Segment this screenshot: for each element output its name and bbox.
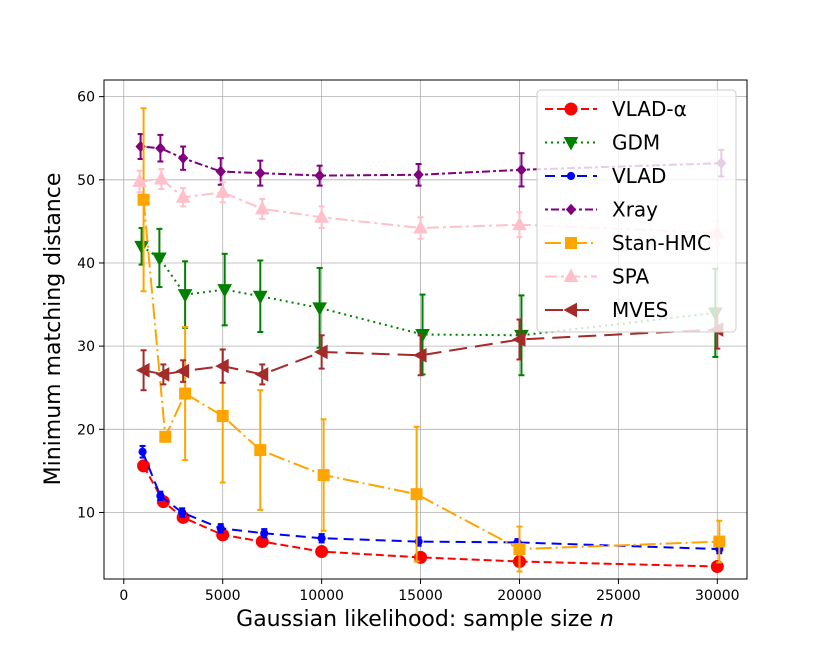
- x-tick-label: 10000: [299, 588, 344, 604]
- series-4: [137, 107, 726, 573]
- data-point: [177, 289, 193, 303]
- x-tick-label: 5000: [205, 588, 241, 604]
- x-axis-label-variable: n: [600, 607, 614, 632]
- y-tick-label: 30: [77, 339, 95, 355]
- legend-label: SPA: [612, 265, 649, 289]
- data-point: [137, 459, 151, 473]
- data-point: [215, 358, 229, 374]
- legend-label: GDM: [612, 131, 660, 155]
- legend-label: VLAD-α: [612, 97, 687, 121]
- legend-item: GDM: [545, 131, 660, 155]
- y-tick-label: 40: [77, 256, 95, 272]
- data-point: [410, 488, 423, 501]
- series-line: [141, 245, 716, 337]
- y-tick-label: 20: [77, 422, 95, 438]
- data-point: [254, 367, 269, 382]
- series-0: [137, 459, 724, 574]
- data-point: [512, 216, 527, 231]
- data-point: [177, 152, 189, 164]
- data-point: [216, 524, 225, 533]
- data-point: [314, 344, 328, 360]
- x-tick-label: 15000: [398, 588, 443, 604]
- legend-label: Stan-HMC: [612, 231, 711, 255]
- data-point: [710, 560, 724, 574]
- data-point: [217, 284, 233, 298]
- legend-label: VLAD: [612, 164, 666, 188]
- data-point: [713, 535, 726, 548]
- data-point: [175, 189, 191, 203]
- legend-marker: [563, 268, 579, 282]
- data-point: [413, 219, 428, 234]
- data-point: [255, 167, 266, 179]
- legend-label: Xray: [612, 198, 658, 222]
- legend-label: MVES: [612, 298, 668, 322]
- ticks: 0 5000 10000 15000 20000 25000 30000 10 20 30 40 50…: [77, 90, 739, 604]
- data-point: [156, 491, 165, 500]
- data-point: [154, 170, 169, 185]
- legend-marker: [563, 302, 577, 318]
- legend-marker: [565, 203, 577, 216]
- data-point: [317, 469, 330, 482]
- data-point: [134, 240, 149, 255]
- series-2: [138, 444, 724, 555]
- data-point: [179, 387, 192, 400]
- legend-item: VLAD: [545, 164, 666, 188]
- data-point: [252, 290, 268, 305]
- plot-frame: [103, 79, 748, 580]
- data-point: [260, 529, 269, 538]
- y-tick-label: 50: [77, 173, 95, 189]
- series-3: [135, 133, 727, 188]
- y-tick-label: 60: [77, 90, 95, 106]
- data-point: [132, 173, 147, 187]
- data-point: [136, 362, 150, 378]
- x-tick-label: 30000: [695, 588, 740, 604]
- x-axis-label-text: Gaussian likelihood: sample size: [236, 607, 600, 632]
- data-point: [511, 332, 526, 347]
- data-point: [413, 347, 427, 363]
- data-point: [315, 545, 329, 559]
- legend-marker: [564, 102, 578, 116]
- legend-marker: [563, 137, 579, 151]
- legend-item: MVES: [545, 298, 668, 322]
- data-point: [513, 543, 526, 556]
- y-tick-label: 10: [77, 505, 95, 521]
- data-point: [413, 169, 424, 181]
- legend-item: SPA: [545, 265, 649, 289]
- legend-marker: [565, 237, 577, 249]
- data-point: [314, 169, 325, 182]
- data-point: [138, 447, 147, 456]
- data-point: [314, 209, 329, 223]
- y-axis-label: Minimum matching distance: [41, 173, 66, 486]
- legend: VLAD-α GDM VLAD Xray Stan-HMC SPA MVES: [536, 89, 737, 333]
- x-tick-label: 25000: [596, 588, 641, 604]
- legend-box: [536, 89, 737, 333]
- legend-item: Stan-HMC: [545, 231, 711, 255]
- data-point: [215, 165, 226, 178]
- x-tick-label: 20000: [497, 588, 542, 604]
- data-point: [137, 193, 150, 206]
- legend-item: Xray: [545, 198, 658, 222]
- data-point: [317, 534, 326, 543]
- data-point: [216, 409, 229, 422]
- data-point: [215, 184, 231, 198]
- data-point: [159, 430, 172, 443]
- x-tick-label: 0: [119, 588, 128, 604]
- legend-marker: [566, 171, 576, 181]
- data-point: [155, 367, 170, 382]
- data-point: [175, 363, 190, 379]
- data-point: [178, 508, 187, 517]
- data-point: [516, 164, 527, 176]
- data-point: [254, 444, 267, 457]
- series-line: [140, 145, 722, 177]
- data-point: [254, 200, 270, 215]
- data-point: [155, 142, 166, 154]
- data-point: [312, 302, 327, 316]
- legend-item: VLAD-α: [545, 97, 687, 121]
- x-axis-label: Gaussian likelihood: sample size n: [236, 607, 614, 632]
- data-point: [152, 252, 167, 267]
